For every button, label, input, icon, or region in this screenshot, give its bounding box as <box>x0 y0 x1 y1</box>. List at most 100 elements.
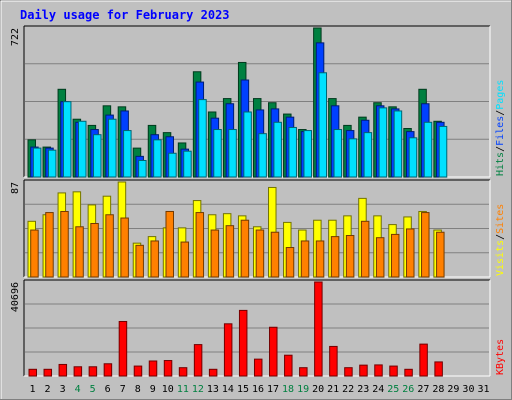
bar-pages-day-18 <box>288 126 297 178</box>
day-label-13: 13 <box>207 384 219 395</box>
bar-sites-day-3 <box>60 210 69 278</box>
bar-kbytes-day-14 <box>223 323 233 377</box>
bar-pages-day-13 <box>213 129 222 178</box>
bar-sites-day-20 <box>315 240 325 278</box>
legend-separator: / <box>495 146 506 152</box>
chart-title: Daily usage for February 2023 <box>20 8 230 22</box>
bar-sites-day-1 <box>30 229 39 278</box>
day-label-14: 14 <box>222 384 234 395</box>
bar-kbytes-day-24 <box>374 364 383 377</box>
panel-max-label: 722 <box>10 28 21 46</box>
bar-kbytes-day-12 <box>193 344 203 377</box>
bar-pages-day-24 <box>378 107 388 178</box>
day-label-22: 22 <box>342 384 354 395</box>
bar-sites-day-19 <box>300 240 310 278</box>
bar-kbytes-day-11 <box>178 367 188 377</box>
bar-pages-day-3 <box>62 101 72 178</box>
day-label-7: 7 <box>120 384 126 395</box>
panel-legend: Hits/Files/Pages <box>495 80 506 176</box>
day-label-5: 5 <box>90 384 96 395</box>
bar-kbytes-day-17 <box>269 326 278 377</box>
legend-separator: / <box>495 234 506 240</box>
bar-pages-day-21 <box>333 129 343 178</box>
bar-kbytes-day-13 <box>208 368 218 377</box>
legend-visits: Visits <box>495 240 506 276</box>
day-label-9: 9 <box>150 384 156 395</box>
day-label-28: 28 <box>432 384 444 395</box>
bar-sites-day-6 <box>105 214 114 278</box>
panel-legend: Visits/Sites <box>495 204 506 276</box>
bar-pages-day-20 <box>318 72 328 178</box>
bar-sites-day-11 <box>180 241 190 278</box>
bar-sites-day-12 <box>195 212 205 278</box>
bar-sites-day-18 <box>285 247 295 278</box>
bar-kbytes-day-16 <box>253 358 263 377</box>
bar-sites-day-21 <box>330 236 340 278</box>
series-kbytes <box>28 281 443 377</box>
bar-sites-day-5 <box>90 222 99 278</box>
bar-pages-day-12 <box>198 99 207 178</box>
bar-pages-day-26 <box>408 137 418 178</box>
bar-kbytes-day-21 <box>329 345 338 377</box>
bar-sites-day-25 <box>390 233 400 278</box>
bar-sites-day-10 <box>165 210 174 278</box>
bar-pages-day-7 <box>123 130 132 178</box>
bar-pages-day-25 <box>393 110 403 178</box>
legend-sites: Sites <box>495 204 506 234</box>
bar-pages-day-19 <box>303 130 312 178</box>
bar-kbytes-day-7 <box>118 320 128 377</box>
panel-max-label: 87 <box>10 182 21 194</box>
legend-text: Visits/Sites <box>495 204 506 276</box>
legend-hits: Hits <box>495 152 506 176</box>
day-label-16: 16 <box>252 384 264 395</box>
day-label-19: 19 <box>297 384 309 395</box>
bar-kbytes-day-5 <box>88 366 98 377</box>
day-label-1: 1 <box>30 384 36 395</box>
bar-kbytes-day-3 <box>58 363 68 377</box>
day-label-29: 29 <box>447 384 459 395</box>
bar-pages-day-27 <box>423 121 433 178</box>
series-pages <box>32 72 448 178</box>
bar-sites-day-9 <box>150 240 159 278</box>
day-label-24: 24 <box>372 384 384 395</box>
day-label-20: 20 <box>312 384 324 395</box>
legend-kbytes: KBytes <box>495 339 506 375</box>
bar-sites-day-4 <box>75 226 84 278</box>
bar-kbytes-day-6 <box>103 363 113 377</box>
bar-kbytes-day-4 <box>73 366 83 377</box>
day-label-25: 25 <box>387 384 399 395</box>
bar-sites-day-27 <box>421 212 430 278</box>
day-label-26: 26 <box>402 384 414 395</box>
bar-kbytes-day-19 <box>299 367 308 377</box>
bar-pages-day-23 <box>363 132 373 178</box>
bar-kbytes-day-26 <box>404 368 413 377</box>
bar-kbytes-day-23 <box>359 364 368 377</box>
bar-kbytes-day-20 <box>314 281 323 377</box>
day-label-21: 21 <box>327 384 339 395</box>
day-label-6: 6 <box>105 384 111 395</box>
bar-sites-day-24 <box>375 237 385 278</box>
legend-files: Files <box>495 116 506 146</box>
day-label-2: 2 <box>45 384 51 395</box>
day-label-23: 23 <box>357 384 369 395</box>
bar-kbytes-day-9 <box>148 360 158 377</box>
bar-pages-day-4 <box>78 120 87 178</box>
day-label-10: 10 <box>162 384 174 395</box>
day-label-15: 15 <box>237 384 249 395</box>
bar-sites-day-8 <box>135 244 144 278</box>
bar-sites-day-15 <box>240 219 250 278</box>
day-label-18: 18 <box>282 384 294 395</box>
legend-text: Hits/Files/Pages <box>495 80 506 176</box>
bar-sites-day-28 <box>436 231 445 278</box>
bar-sites-day-7 <box>120 217 129 278</box>
bar-pages-day-16 <box>258 133 267 178</box>
bar-sites-day-17 <box>270 231 280 278</box>
day-label-8: 8 <box>135 384 141 395</box>
bar-pages-day-8 <box>138 159 147 178</box>
bar-sites-day-16 <box>255 229 265 278</box>
bar-pages-day-2 <box>47 149 57 178</box>
series-sites <box>30 210 445 278</box>
bar-kbytes-day-10 <box>163 360 173 377</box>
